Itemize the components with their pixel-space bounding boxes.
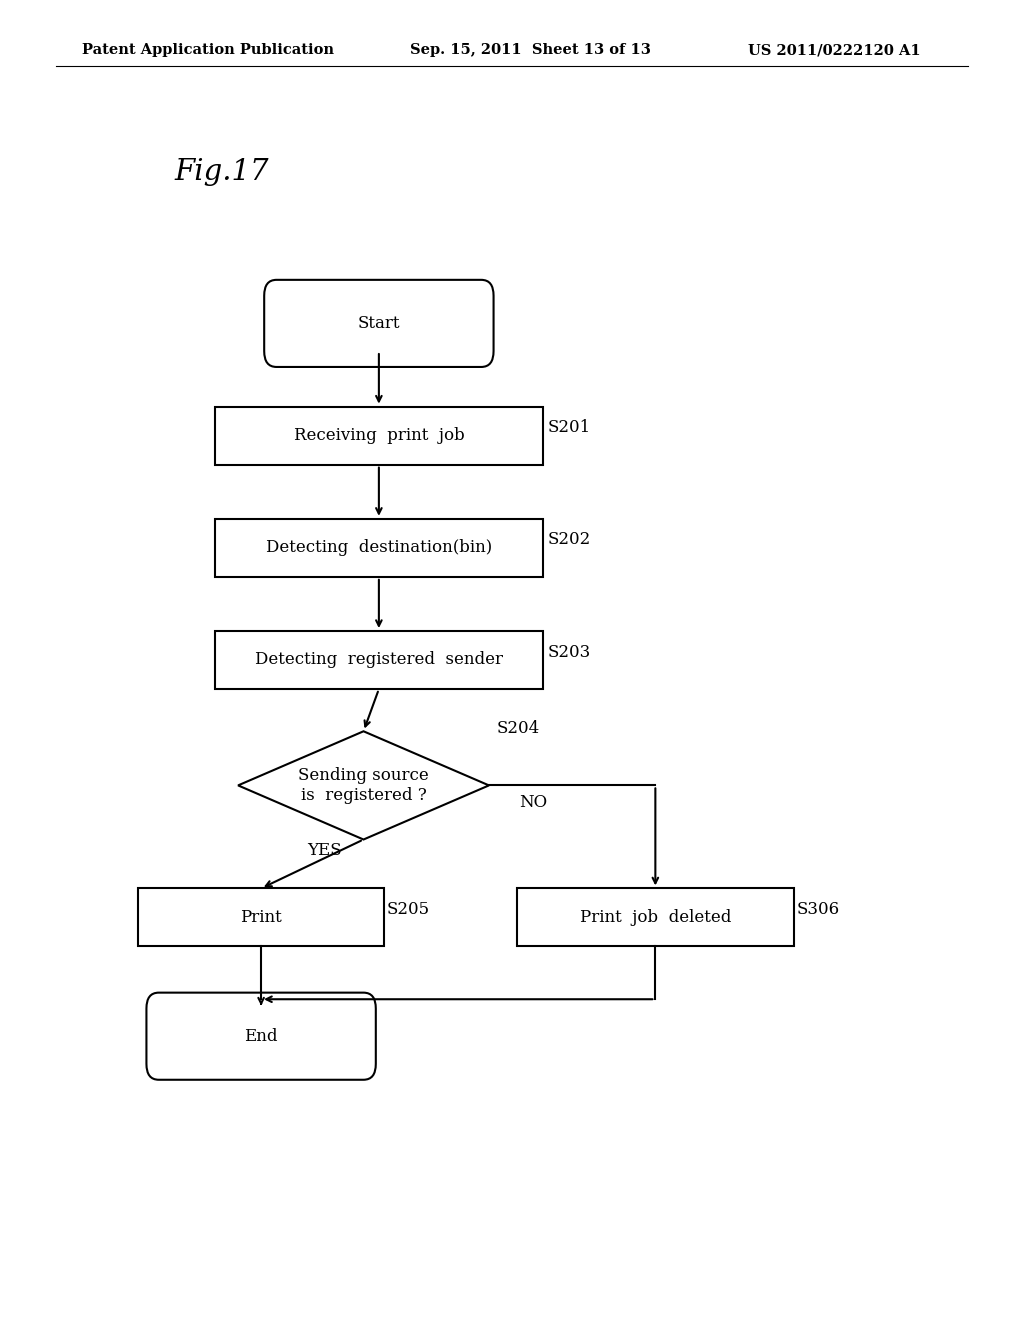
FancyBboxPatch shape	[146, 993, 376, 1080]
Bar	[215, 407, 543, 465]
Bar	[517, 888, 794, 946]
Text: Print  job  deleted: Print job deleted	[580, 909, 731, 925]
Bar	[215, 519, 543, 577]
Text: S306: S306	[797, 902, 840, 917]
Text: S203: S203	[548, 644, 591, 660]
Text: Detecting  registered  sender: Detecting registered sender	[255, 652, 503, 668]
Text: Sep. 15, 2011  Sheet 13 of 13: Sep. 15, 2011 Sheet 13 of 13	[410, 44, 650, 57]
Text: US 2011/0222120 A1: US 2011/0222120 A1	[748, 44, 921, 57]
Polygon shape	[238, 731, 489, 840]
Text: S204: S204	[497, 721, 540, 737]
FancyBboxPatch shape	[264, 280, 494, 367]
Text: Sending source
is  registered ?: Sending source is registered ?	[298, 767, 429, 804]
Bar	[215, 631, 543, 689]
Text: Receiving  print  job: Receiving print job	[294, 428, 464, 444]
Text: Patent Application Publication: Patent Application Publication	[82, 44, 334, 57]
Text: Fig.17: Fig.17	[174, 157, 268, 186]
Text: Detecting  destination(bin): Detecting destination(bin)	[266, 540, 492, 556]
Text: Start: Start	[357, 315, 400, 331]
Text: End: End	[245, 1028, 278, 1044]
Text: Print: Print	[241, 909, 282, 925]
Bar	[138, 888, 384, 946]
Text: S202: S202	[548, 532, 591, 548]
Text: NO: NO	[519, 795, 547, 810]
Text: YES: YES	[307, 842, 342, 858]
Text: S201: S201	[548, 420, 591, 436]
Text: S205: S205	[387, 902, 430, 917]
